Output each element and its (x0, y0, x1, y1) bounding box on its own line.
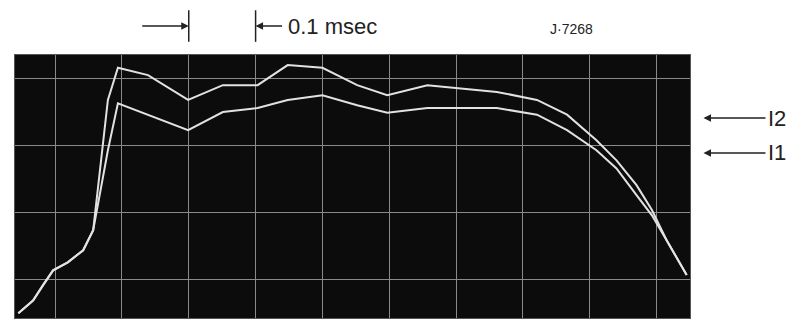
svg-text:I1: I1 (768, 140, 786, 165)
svg-text:0.1 msec: 0.1 msec (288, 14, 377, 39)
svg-text:I2: I2 (768, 106, 786, 131)
svg-text:J·7268: J·7268 (550, 21, 593, 37)
